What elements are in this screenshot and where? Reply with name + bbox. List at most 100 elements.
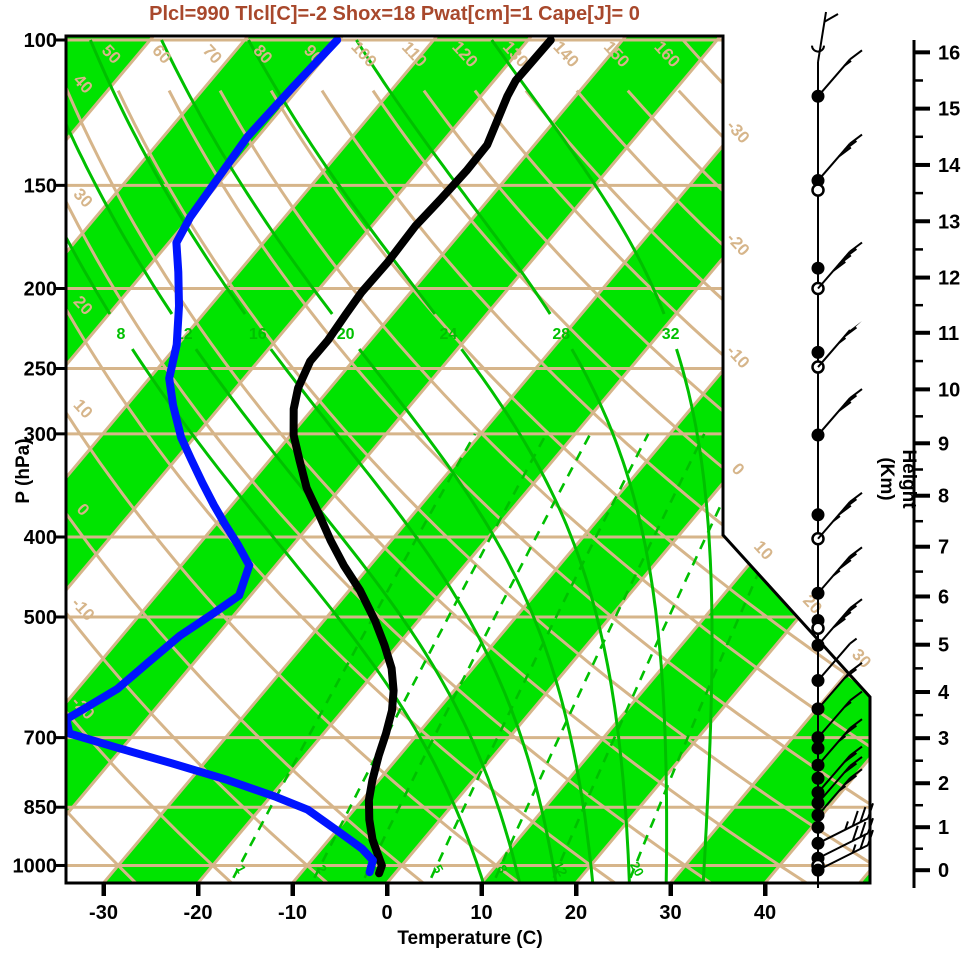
sounding-curves xyxy=(66,36,555,878)
dry-adiabat-line xyxy=(66,39,712,883)
height-major-tick xyxy=(914,781,930,786)
height-tick-label: 10 xyxy=(938,379,960,401)
height-tick-label: 13 xyxy=(938,211,960,233)
wind-feather-full xyxy=(867,817,874,834)
pressure-tick xyxy=(55,366,66,370)
wind-feather-full xyxy=(849,546,863,558)
wind-barb xyxy=(811,621,825,636)
isotherm-line xyxy=(66,36,358,883)
moist-adiabat-label: 20 xyxy=(337,326,355,343)
pressure-tick-label: 200 xyxy=(24,278,57,300)
height-minor-tick xyxy=(914,415,923,418)
height-axis-line xyxy=(912,40,916,888)
wind-feather-full xyxy=(843,498,858,510)
height-major-tick xyxy=(914,50,930,55)
wind-barb xyxy=(811,388,863,442)
pressure-tick-label: 700 xyxy=(24,728,57,750)
mixing-ratio-label: 12 xyxy=(551,859,571,879)
height-tick-label: 12 xyxy=(938,268,960,290)
wind-feather-full xyxy=(843,604,858,616)
temperature-tick-label: -30 xyxy=(89,902,118,924)
temperature-tick-label: -10 xyxy=(278,902,307,924)
dry-adiabat-line xyxy=(66,39,521,883)
wind-barb xyxy=(811,741,825,755)
wind-feather-full xyxy=(849,241,863,253)
moist-adiabat-line xyxy=(131,348,485,883)
plot-border xyxy=(64,34,872,885)
wind-feather-half xyxy=(849,637,858,645)
moist-adiabat-line xyxy=(160,39,334,315)
wind-feather-half xyxy=(843,701,852,708)
height-minor-tick xyxy=(914,135,923,139)
pressure-tick xyxy=(55,736,66,740)
dry-adiabat-line xyxy=(473,89,870,883)
pressure-tick-label: 150 xyxy=(24,175,57,197)
temperature-axis-title: Temperature (C) xyxy=(397,928,543,949)
temperature-tick-label: 10 xyxy=(470,902,492,924)
green-band xyxy=(72,36,870,883)
isotherm-line xyxy=(66,36,641,883)
temperature-tick-label: 0 xyxy=(381,902,392,924)
temperature-curve xyxy=(289,36,555,878)
pressure-tick xyxy=(55,183,66,187)
wind-feather-full xyxy=(849,768,863,779)
isotherm-line xyxy=(66,36,547,883)
pressure-tick xyxy=(55,432,66,436)
wind-level-dot xyxy=(811,820,825,834)
height-major-tick xyxy=(914,690,930,695)
wind-level-dot xyxy=(811,261,825,275)
mixing-ratio-line xyxy=(313,433,548,879)
moist-adiabat-line xyxy=(89,39,247,315)
isotherm-line xyxy=(260,36,870,883)
wind-barb-staff xyxy=(817,832,869,860)
dry-adiabat-label-top: 100 xyxy=(347,37,380,71)
wind-feather-full xyxy=(843,724,858,736)
height-minor-tick xyxy=(914,303,923,307)
height-minor-tick xyxy=(914,847,923,850)
height-tick-label: 2 xyxy=(938,773,949,795)
wind-feather-full xyxy=(843,752,858,763)
height-tick-label: 11 xyxy=(938,323,959,345)
wind-feather-full xyxy=(843,762,858,774)
dry-adiabat-line xyxy=(66,39,808,883)
height-tick-label: 0 xyxy=(938,860,949,882)
isotherm-label-right: 10 xyxy=(750,537,777,564)
wind-barb xyxy=(811,662,863,716)
height-tick-label: 9 xyxy=(938,433,949,455)
wind-feather-full xyxy=(838,559,852,570)
wind-barb xyxy=(811,718,863,772)
wind-feather-full xyxy=(843,668,858,680)
temperature-tick xyxy=(763,883,768,896)
moist-adiabat-line xyxy=(358,348,595,883)
wind-feather-full xyxy=(849,718,863,729)
green-band xyxy=(639,36,870,883)
wind-barb xyxy=(811,637,858,688)
isotherm-line xyxy=(66,36,74,883)
pressure-tick-label: 1000 xyxy=(13,855,58,877)
pressure-axis-title: P (hPa) xyxy=(13,438,34,504)
wind-level-dot xyxy=(811,771,825,785)
height-major-tick xyxy=(914,825,930,830)
wind-barb xyxy=(811,45,825,53)
wind-barb xyxy=(811,491,863,546)
temperature-tick-label: 20 xyxy=(565,902,587,924)
wind-feather-full xyxy=(838,146,852,158)
moist-adiabat-label: 32 xyxy=(662,326,680,343)
pressure-axis: 100 150 200 250 300 400 500 700 850 1000 xyxy=(13,30,66,877)
wind-feather-half xyxy=(838,337,847,344)
wind-feather-full xyxy=(838,611,852,622)
height-major-tick xyxy=(914,162,930,167)
wind-feather-full xyxy=(849,690,863,702)
height-minor-tick xyxy=(914,713,923,717)
temperature-tick-label: 30 xyxy=(659,902,681,924)
wind-barb-staff xyxy=(817,817,869,845)
wind-barb xyxy=(811,820,825,834)
moist-adiabat-line xyxy=(194,348,522,883)
dry-adiabat-label-top: 140 xyxy=(549,37,582,71)
moist-adiabat-line xyxy=(269,348,558,883)
wind-feather-full xyxy=(843,552,858,564)
wind-level-circle xyxy=(811,183,825,197)
pressure-tick-label: 850 xyxy=(24,797,57,819)
